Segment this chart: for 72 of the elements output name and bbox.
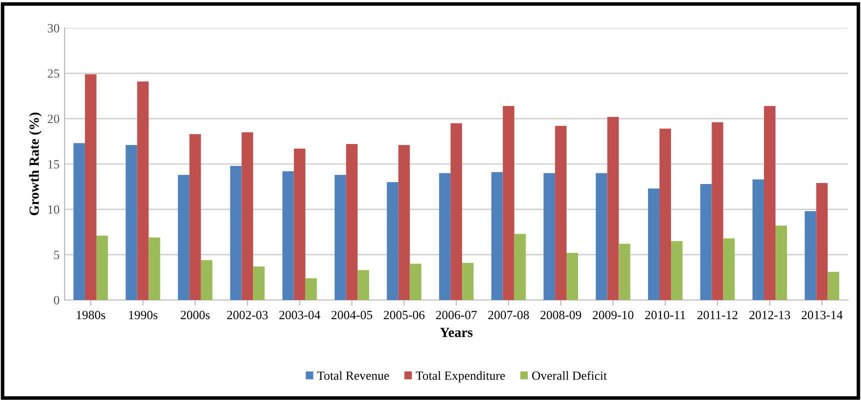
bar [358, 270, 370, 300]
x-tick-label: 2009-10 [592, 310, 634, 320]
bar [712, 122, 724, 300]
bar [752, 179, 764, 300]
bar [242, 132, 254, 300]
y-axis-title: Growth Rate (%) [29, 112, 42, 216]
bar [189, 134, 201, 300]
y-tick-label: 10 [48, 205, 60, 214]
bar [555, 126, 567, 300]
bar [491, 172, 503, 300]
y-tick-label: 0 [54, 296, 60, 304]
bar [386, 182, 398, 300]
bar [775, 226, 787, 300]
bar [828, 272, 840, 300]
bar [700, 184, 712, 300]
x-tick-label: 2006-07 [436, 310, 477, 320]
bar [96, 236, 108, 300]
bar [334, 174, 346, 300]
bar [607, 116, 619, 300]
bar [618, 244, 630, 300]
bar [450, 123, 462, 300]
bar [305, 278, 317, 300]
bar [566, 252, 578, 300]
bar [596, 173, 608, 300]
bar [410, 264, 422, 300]
legend-label: Overall Deficit [532, 370, 607, 380]
y-tick-label: 30 [48, 24, 60, 32]
x-tick-label: 2008-09 [540, 310, 582, 320]
bar [294, 148, 306, 300]
bar [137, 81, 149, 300]
x-tick-label: 2011-12 [697, 310, 738, 320]
bar [282, 171, 294, 300]
x-tick-label: 2003-04 [279, 310, 320, 320]
y-tick-label: 25 [48, 69, 60, 78]
bar [671, 241, 683, 300]
bar [398, 144, 410, 300]
legend-label: Total Revenue [317, 371, 389, 380]
bar [648, 188, 660, 300]
x-tick-label: 2004-05 [332, 310, 372, 320]
x-tick-label: 2002-03 [227, 310, 268, 320]
x-tick-label: 2012-13 [749, 310, 790, 320]
x-tick-label: 2005-06 [384, 310, 425, 320]
bar [439, 173, 451, 300]
x-tick-label: 2013-14 [802, 310, 843, 320]
bar [660, 128, 672, 300]
bar [178, 174, 190, 300]
bar [462, 262, 474, 300]
bar [346, 144, 358, 300]
legend-label: Total Expenditure [416, 371, 505, 382]
bar [816, 183, 828, 300]
x-tick-label: 2000s [180, 310, 210, 320]
bar [126, 144, 138, 300]
bar [764, 106, 776, 300]
y-tick-label: 15 [48, 160, 60, 168]
bar [84, 74, 96, 300]
x-axis-title: Years [440, 328, 473, 338]
bar [544, 173, 556, 300]
bar [514, 234, 526, 300]
bar [73, 143, 85, 300]
y-tick-label: 20 [48, 114, 60, 124]
bar [502, 106, 514, 300]
x-tick-label: 1990s [129, 310, 158, 320]
bar [723, 238, 735, 300]
bar [200, 260, 212, 300]
bar [253, 266, 265, 300]
x-tick-label: 2010-11 [645, 310, 686, 320]
bar [230, 166, 242, 300]
bar [804, 211, 816, 300]
y-tick-label: 5 [54, 250, 60, 260]
x-tick-label: 2007-08 [488, 310, 529, 320]
x-tick-label: 1980s [76, 310, 106, 320]
bar [148, 237, 160, 300]
